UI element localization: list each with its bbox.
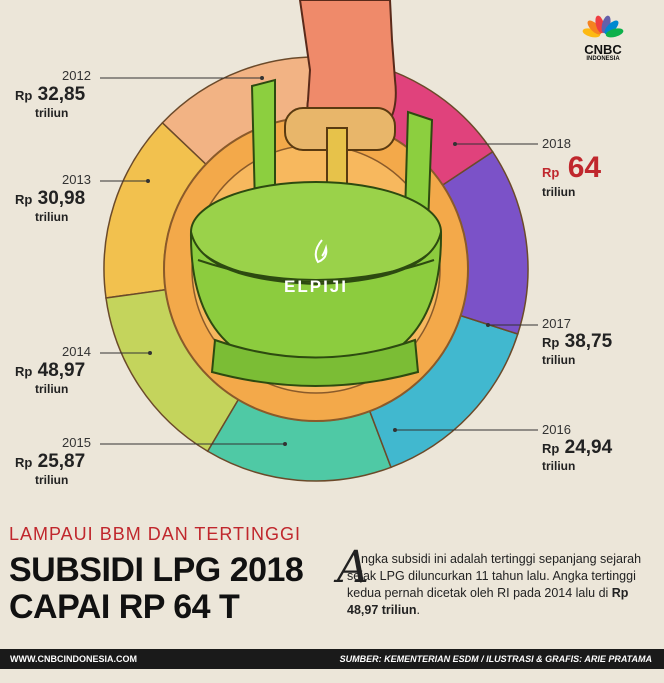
body-text-1: ngka subsidi ini adalah tertinggi sepanj… xyxy=(347,552,642,600)
value: 30,98 xyxy=(37,188,86,209)
peacock-icon xyxy=(582,15,624,38)
website-link[interactable]: WWW.CNBCINDONESIA.COM xyxy=(10,654,137,664)
value-2012: Rp 32,85 triliun xyxy=(15,84,85,120)
leader-dot-2018 xyxy=(453,142,457,146)
kicker: LAMPAUI BBM DAN TERTINGGI xyxy=(9,524,302,544)
leader-lines xyxy=(100,76,538,446)
logo-text: CNBC xyxy=(584,42,622,57)
label-2013: 2013 xyxy=(62,172,91,187)
lpg-cylinder-illustration: ELPIJI xyxy=(189,78,443,387)
peacock-feather xyxy=(605,28,624,38)
label-2014: 2014 xyxy=(62,344,91,359)
label-2017: 2017 Rp 38,75 triliun xyxy=(542,316,612,367)
unit: triliun xyxy=(35,210,69,224)
body-text: ngka subsidi ini adalah tertinggi sepanj… xyxy=(347,551,647,619)
currency: Rp xyxy=(542,335,560,350)
label-2012: 2012 xyxy=(62,68,91,83)
leader-dot-2016 xyxy=(393,428,397,432)
value: 24,94 xyxy=(564,437,613,458)
currency: Rp xyxy=(15,192,33,207)
year-label: 2013 xyxy=(62,172,91,187)
currency: Rp xyxy=(15,455,33,470)
drop-cap: A xyxy=(337,542,369,593)
label-2016: 2016 Rp 24,94 triliun xyxy=(542,422,612,473)
headline: SUBSIDI LPG 2018 CAPAI RP 64 T xyxy=(9,551,304,626)
credits: SUMBER: KEMENTERIAN ESDM / ILUSTRASI & G… xyxy=(339,654,652,664)
footer-bar: WWW.CNBCINDONESIA.COM SUMBER: KEMENTERIA… xyxy=(0,649,664,669)
leader-dot-2013 xyxy=(146,179,150,183)
headline-line-2: CAPAI RP 64 T xyxy=(9,588,240,626)
unit: triliun xyxy=(35,473,69,487)
logo-subtext: INDONESIA xyxy=(586,56,620,62)
peacock-feather xyxy=(587,20,602,35)
value-2013: Rp 30,98 triliun xyxy=(15,188,85,224)
unit: triliun xyxy=(542,459,576,473)
value: 38,75 xyxy=(564,331,613,352)
leader-dot-2015 xyxy=(283,442,287,446)
value-2015: Rp 25,87 triliun xyxy=(15,451,85,487)
value: 25,87 xyxy=(37,451,86,472)
year-label: 2016 xyxy=(542,422,571,437)
currency: Rp xyxy=(15,88,33,103)
year-label: 2012 xyxy=(62,68,91,83)
year-label: 2014 xyxy=(62,344,91,359)
label-2018: 2018 Rp 64 triliun xyxy=(542,136,601,199)
value: 64 xyxy=(567,151,602,184)
year-label: 2015 xyxy=(62,435,91,450)
unit: triliun xyxy=(542,185,576,199)
unit: triliun xyxy=(35,106,69,120)
currency: Rp xyxy=(542,441,560,456)
value-2014: Rp 48,97 triliun xyxy=(15,360,85,396)
year-label: 2018 xyxy=(542,136,571,151)
unit: triliun xyxy=(542,353,576,367)
value: 48,97 xyxy=(37,360,86,381)
peacock-feather xyxy=(604,20,619,35)
body-highlight: Rp 48,97 triliun xyxy=(347,586,629,617)
label-2015: 2015 xyxy=(62,435,91,450)
headline-line-1: SUBSIDI LPG 2018 xyxy=(9,551,304,589)
leader-dot-2012 xyxy=(260,76,264,80)
body-text-2: . xyxy=(416,603,420,617)
can-label: ELPIJI xyxy=(284,277,348,296)
unit: triliun xyxy=(35,382,69,396)
leader-dot-2014 xyxy=(148,351,152,355)
value: 32,85 xyxy=(37,84,86,105)
currency: Rp xyxy=(542,165,560,180)
cnbc-logo: CNBC INDONESIA xyxy=(575,14,631,62)
leader-dot-2017 xyxy=(486,323,490,327)
year-label: 2017 xyxy=(542,316,571,331)
currency: Rp xyxy=(15,364,33,379)
